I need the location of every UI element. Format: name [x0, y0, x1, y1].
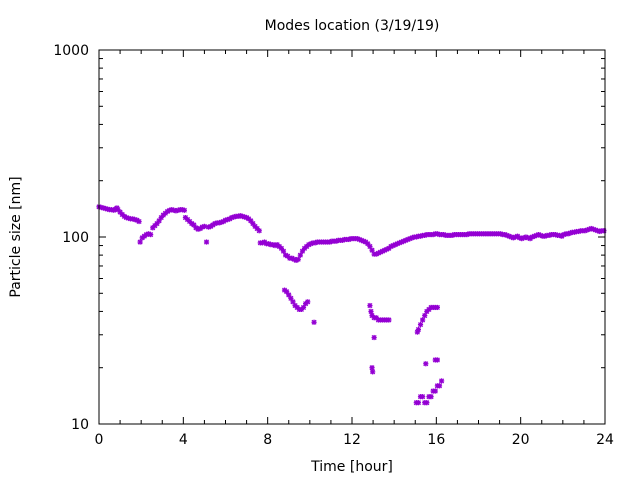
data-point [420, 394, 426, 400]
y-tick-label: 100 [62, 230, 89, 246]
data-point [424, 400, 430, 406]
data-point [434, 357, 440, 363]
data-point [370, 369, 376, 375]
x-axis-title: Time [hour] [310, 459, 393, 475]
data-point [434, 304, 440, 311]
data-point [369, 365, 375, 371]
data-point [422, 232, 428, 238]
x-tick-label: 0 [95, 432, 104, 448]
data-point [386, 317, 392, 323]
data-point [280, 248, 287, 254]
data-point [417, 322, 424, 328]
data-point [382, 247, 388, 253]
data-point [137, 239, 143, 245]
data-point [148, 231, 154, 238]
data-point [369, 247, 375, 253]
y-tick-label: 10 [71, 417, 89, 433]
data-point [407, 236, 413, 242]
data-point [420, 317, 426, 323]
data-point [384, 246, 390, 252]
data-point [439, 378, 445, 384]
x-tick-label: 12 [343, 432, 361, 448]
data-point [368, 308, 374, 315]
data-point [154, 220, 160, 227]
data-point [181, 207, 187, 213]
y-axis-title: Particle size [nm] [8, 176, 24, 297]
y-tick-label: 1000 [53, 43, 89, 59]
data-point [396, 240, 403, 246]
x-tick-label: 24 [596, 432, 614, 448]
data-point [428, 394, 434, 400]
data-point [367, 243, 373, 250]
x-tick-label: 4 [179, 432, 188, 448]
data-point [288, 295, 294, 301]
x-tick-label: 20 [512, 432, 530, 448]
data-point [422, 312, 428, 319]
data-point [297, 252, 303, 258]
chart-title: Modes location (3/19/19) [265, 18, 440, 34]
data-point [300, 304, 307, 311]
x-tick-label: 8 [263, 432, 272, 448]
data-point [432, 388, 438, 394]
data-point [529, 234, 535, 240]
data-point [311, 319, 317, 325]
data-point [371, 334, 377, 341]
data-point [295, 256, 301, 262]
data-point [256, 228, 262, 234]
data-point [212, 220, 218, 227]
data-point [436, 383, 443, 389]
data-point [423, 361, 429, 367]
data-point [203, 239, 210, 245]
data-point [365, 241, 371, 247]
data-point [415, 400, 422, 406]
plot-frame [98, 49, 606, 425]
data-point [415, 326, 422, 333]
data-point [201, 223, 208, 229]
tick-labels: 0 4 8 12 16 20 24 10 100 1000 [53, 43, 614, 448]
x-tick-label: 16 [427, 432, 445, 448]
data-point [373, 251, 379, 257]
data-point [305, 299, 311, 305]
data-point [367, 302, 373, 309]
data-points [96, 204, 607, 406]
data-point [136, 218, 142, 225]
data-point [601, 228, 607, 234]
